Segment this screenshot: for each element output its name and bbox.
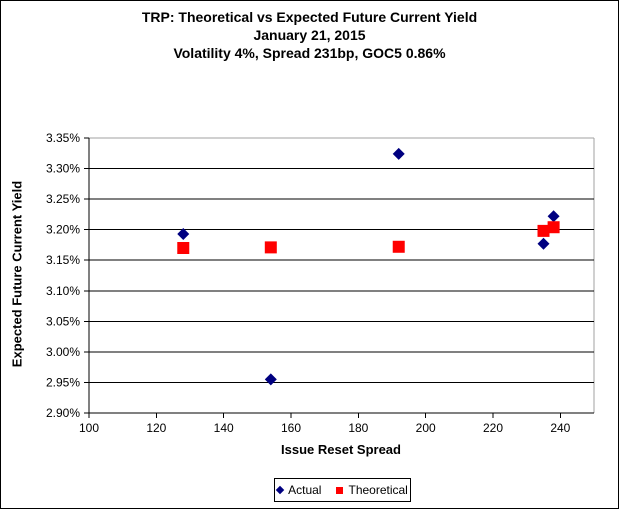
x-tick-label: 200 (416, 421, 436, 435)
x-tick-label: 220 (483, 421, 503, 435)
data-point-actual (537, 237, 550, 250)
legend-label-theoretical: Theoretical (348, 483, 408, 497)
data-point-actual (264, 373, 277, 386)
legend-item-theoretical: Theoretical (336, 483, 408, 497)
y-tick-label: 3.35% (46, 131, 80, 145)
data-point-theoretical (537, 224, 550, 237)
y-tick-label: 3.30% (46, 162, 80, 176)
chart-subtitle-date: January 21, 2015 (253, 27, 366, 43)
data-point-theoretical (392, 240, 405, 253)
data-point-theoretical (264, 241, 277, 254)
x-axis-title: Issue Reset Spread (281, 442, 401, 457)
y-tick-label: 3.15% (46, 253, 80, 267)
square-marker-icon (336, 486, 344, 494)
y-tick-label: 3.05% (46, 314, 80, 328)
chart-subtitle-params: Volatility 4%, Spread 231bp, GOC5 0.86% (173, 45, 446, 61)
y-tick-label: 3.25% (46, 192, 80, 206)
x-tick-label: 120 (146, 421, 166, 435)
x-tick-label: 160 (281, 421, 301, 435)
x-tick-label: 100 (79, 421, 99, 435)
legend: Actual Theoretical (274, 478, 411, 502)
data-point-theoretical (177, 242, 190, 254)
y-axis-title: Expected Future Current Yield (9, 180, 25, 368)
chart-title: TRP: Theoretical vs Expected Future Curr… (141, 9, 478, 25)
x-tick-label: 140 (214, 421, 234, 435)
diamond-marker-icon (275, 485, 285, 495)
legend-item-actual: Actual (275, 483, 322, 497)
x-tick-label: 180 (348, 421, 368, 435)
x-tick-label: 240 (550, 421, 570, 435)
legend-label-actual: Actual (288, 483, 322, 497)
data-point-actual (177, 227, 190, 240)
data-point-actual (547, 210, 560, 223)
y-tick-label: 3.10% (46, 284, 80, 298)
data-point-actual (392, 147, 405, 160)
data-point-theoretical (547, 221, 560, 234)
y-tick-label: 2.90% (46, 406, 80, 420)
y-tick-label: 3.20% (46, 223, 80, 237)
chart-title-block: TRP: Theoretical vs Expected Future Curr… (1, 8, 618, 62)
y-tick-label: 3.00% (46, 345, 80, 359)
y-tick-label: 2.95% (46, 375, 80, 389)
